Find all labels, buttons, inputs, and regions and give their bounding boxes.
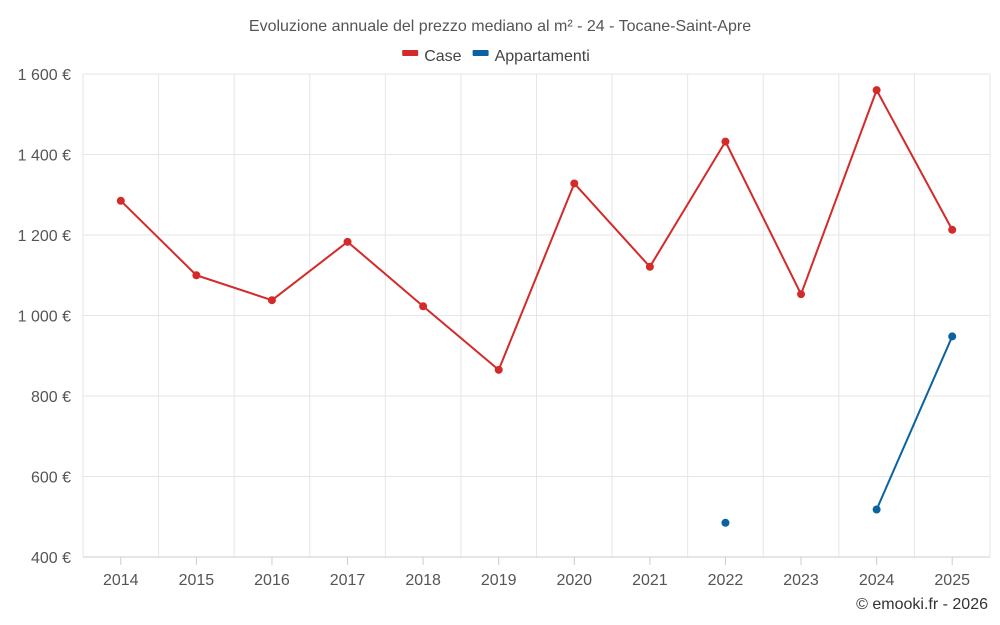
x-tick-label: 2025 xyxy=(934,572,970,589)
point-case-2022[interactable] xyxy=(721,137,730,146)
point-case-2015[interactable] xyxy=(192,271,201,280)
x-tick-label: 2014 xyxy=(103,572,139,589)
point-appartamenti-2025[interactable] xyxy=(948,332,957,341)
x-tick-label: 2022 xyxy=(708,572,744,589)
x-tick-label: 2019 xyxy=(481,572,517,589)
legend-swatch-appartamenti xyxy=(472,50,489,56)
y-tick-label: 1 400 € xyxy=(18,148,71,165)
x-tick-label: 2023 xyxy=(783,572,819,589)
point-case-2017[interactable] xyxy=(343,237,352,246)
y-tick-label: 1 600 € xyxy=(18,67,71,84)
y-tick-label: 600 € xyxy=(31,470,71,487)
y-tick-label: 400 € xyxy=(31,550,71,567)
series-layer xyxy=(116,86,957,527)
x-tick-label: 2017 xyxy=(330,572,366,589)
series-line-appartamenti xyxy=(875,336,954,510)
point-case-2021[interactable] xyxy=(645,262,654,271)
series-line-case xyxy=(120,89,954,371)
chart-title: Evoluzione annuale del prezzo mediano al… xyxy=(249,18,751,35)
legend: Case Appartamenti xyxy=(402,48,590,65)
y-tick-label: 1 000 € xyxy=(18,309,71,326)
x-tick-label: 2020 xyxy=(556,572,592,589)
legend-item-case[interactable]: Case xyxy=(402,48,462,65)
point-appartamenti-2024[interactable] xyxy=(872,505,881,514)
point-case-2025[interactable] xyxy=(948,225,957,234)
legend-label-appartamenti: Appartamenti xyxy=(495,48,590,65)
grid xyxy=(82,73,991,558)
credit: © emooki.fr - 2026 xyxy=(856,596,988,613)
x-tick-label: 2024 xyxy=(859,572,895,589)
point-appartamenti-2022[interactable] xyxy=(721,518,730,527)
y-tick-label: 800 € xyxy=(31,389,71,406)
point-case-2024[interactable] xyxy=(872,86,881,95)
point-case-2019[interactable] xyxy=(494,365,503,374)
point-case-2016[interactable] xyxy=(267,296,276,305)
point-case-2020[interactable] xyxy=(570,179,579,188)
x-axis: 2014 2015 2016 2017 2018 2019 2020 2021 2022 2023… xyxy=(103,557,970,589)
y-tick-label: 1 200 € xyxy=(18,228,71,245)
series-case xyxy=(116,86,957,374)
legend-item-appartamenti[interactable]: Appartamenti xyxy=(472,48,590,65)
x-tick-label: 2016 xyxy=(254,572,290,589)
x-tick-label: 2021 xyxy=(632,572,668,589)
x-tick-label: 2018 xyxy=(405,572,441,589)
x-tick-label: 2015 xyxy=(179,572,215,589)
y-axis: 400 € 600 € 800 € 1 000 € 1 200 € 1 400 € 1 60… xyxy=(18,67,71,567)
point-case-2023[interactable] xyxy=(797,290,806,299)
legend-swatch-case xyxy=(402,50,419,56)
point-case-2018[interactable] xyxy=(419,302,428,311)
series-appartamenti xyxy=(721,332,957,527)
point-case-2014[interactable] xyxy=(116,196,125,205)
legend-label-case: Case xyxy=(424,48,461,65)
